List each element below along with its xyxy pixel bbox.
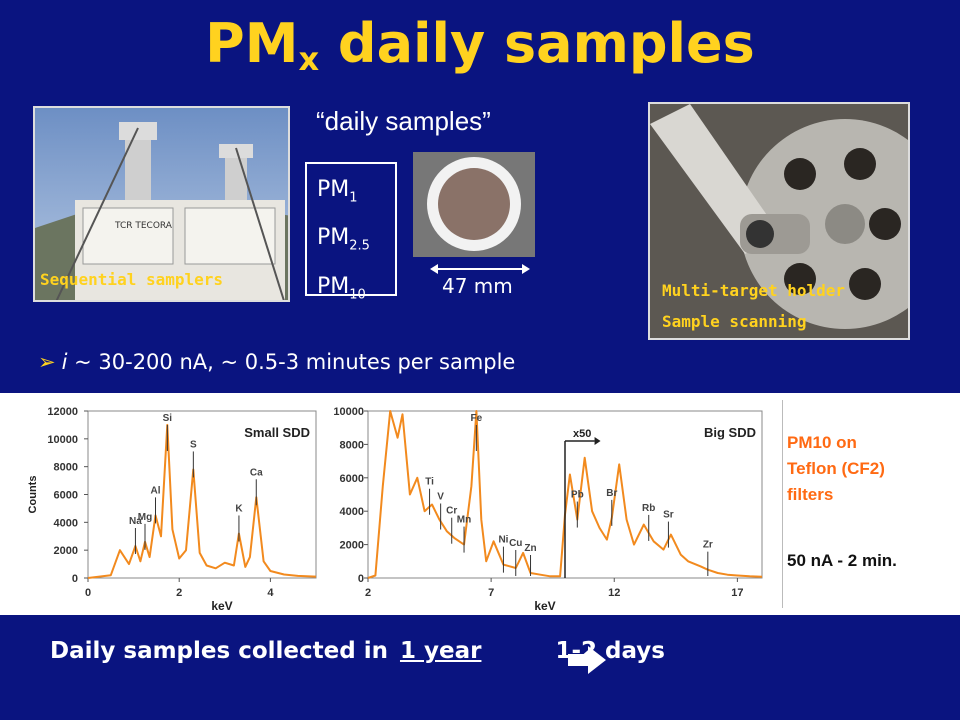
- pm10-teflon-label: PM10 on Teflon (CF2) filters: [787, 430, 885, 508]
- chart2-title: Big SDD: [704, 425, 756, 440]
- pm10-line3: filters: [787, 485, 834, 504]
- chart2-xtick-label: 7: [488, 587, 494, 599]
- chart2-xtick-label: 17: [731, 587, 743, 599]
- chart2-ytick-label: 8000: [340, 439, 364, 451]
- chart1-ytick-label: 6000: [54, 490, 78, 502]
- chart1-peak-label-na: Na: [129, 516, 142, 527]
- right-arrow-icon: [568, 646, 606, 674]
- chart2-x50-label: x50: [573, 428, 591, 440]
- sequential-samplers-photo: TCR TECORA: [33, 106, 290, 302]
- chart2-ytick-label: 0: [358, 573, 364, 585]
- bottom-prefix: Daily samples collected in: [50, 638, 388, 664]
- chart1-xtick-label: 4: [267, 587, 274, 599]
- chart2-spectrum-line: [367, 410, 763, 579]
- daily-samples-quote: “daily samples”: [316, 106, 491, 136]
- chart1-ytick-label: 8000: [54, 462, 78, 474]
- beam-conditions-text: ~ 30-200 nA, ~ 0.5-3 minutes per sample: [67, 350, 516, 374]
- chart2-peak-label-ni: Ni: [498, 535, 508, 546]
- title-rest: daily samples: [319, 12, 755, 75]
- chart2-ytick-label: 10000: [333, 406, 364, 418]
- pm10-line2: Teflon (CF2): [787, 459, 885, 478]
- slide-title: PMx daily samples: [0, 12, 960, 78]
- measurement-conditions: 50 nA - 2 min.: [787, 551, 897, 570]
- pm1-label: PM1: [317, 177, 358, 206]
- chart2-peak-label-v: V: [437, 491, 444, 502]
- chart1-ytick-label: 12000: [47, 406, 78, 418]
- chart2-peak-label-rb: Rb: [642, 503, 655, 514]
- chart2-peak-label-zr: Zr: [703, 540, 713, 551]
- pm-fractions-box: PM1 PM2.5 PM10: [305, 162, 397, 302]
- chart1-ytick-label: 0: [72, 573, 78, 585]
- chart2-peak-label-ti: Ti: [425, 477, 434, 488]
- bottom-statement: Daily samples collected in 1 year 1-2 day…: [50, 638, 665, 664]
- bottom-year: 1 year: [399, 638, 482, 664]
- pm10-line1: PM10 on: [787, 433, 857, 452]
- caption-sequential-samplers: Sequential samplers: [40, 270, 224, 289]
- caption-multi-target-holder: Multi-target holder: [662, 281, 846, 300]
- chart1-xtick-label: 0: [85, 587, 91, 599]
- chart1-peak-label-k: K: [235, 503, 243, 514]
- chart1-title: Small SDD: [244, 425, 310, 440]
- chart2-ytick-label: 6000: [340, 473, 364, 485]
- chart1-xlabel: keV: [211, 599, 232, 613]
- panel-divider: [782, 400, 783, 608]
- chart2-peak-label-sr: Sr: [663, 510, 674, 521]
- chart2-peak-label-cr: Cr: [446, 506, 457, 517]
- chart1-ytick-label: 10000: [47, 434, 78, 446]
- pm25-label: PM2.5: [317, 225, 370, 254]
- bullet-arrow-icon: ➢: [38, 350, 56, 374]
- chart1-xtick-label: 2: [176, 587, 182, 599]
- chart2-peak-label-cu: Cu: [509, 538, 522, 549]
- chart2-x50-arrowhead: [594, 437, 601, 445]
- chart1-peak-label-s: S: [190, 439, 197, 450]
- chart1-peak-label-mg: Mg: [138, 512, 152, 523]
- chart2-peak-label-fe: Fe: [471, 413, 483, 424]
- spectra-panel: 0 2000 4000 6000 8000 10000 12000 0 2 4 Na Mg Al Si S K…: [0, 393, 960, 615]
- chart1-ylabel: Counts: [27, 476, 39, 514]
- chart1-peak-label-si: Si: [163, 413, 173, 424]
- title-subscript: x: [298, 40, 320, 78]
- chart1-spectrum-line: [87, 423, 317, 579]
- chart2-peak-label-br: Br: [606, 488, 617, 499]
- chart2-xtick-label: 2: [365, 587, 371, 599]
- chart2-xtick-label: 12: [608, 587, 620, 599]
- current-symbol: i: [61, 350, 68, 374]
- svg-text:TCR TECORA: TCR TECORA: [114, 221, 173, 231]
- filter-photo: [413, 152, 535, 257]
- chart2-peak-label-pb: Pb: [571, 490, 584, 501]
- chart2-ytick-label: 2000: [340, 540, 364, 552]
- chart1-peak-label-al: Al: [150, 485, 160, 496]
- chart1-ytick-label: 4000: [54, 517, 78, 529]
- chart1-ytick-label: 2000: [54, 545, 78, 557]
- dimension-arrow-icon: [430, 264, 530, 274]
- chart1-peak-label-ca: Ca: [250, 467, 263, 478]
- pm10-label: PM10: [317, 273, 366, 303]
- chart2-xlabel: keV: [534, 599, 555, 613]
- multi-target-holder-photo: [648, 102, 910, 340]
- filter-size-label: 47 mm: [442, 274, 513, 298]
- beam-conditions-bullet: ➢ i ~ 30-200 nA, ~ 0.5-3 minutes per samp…: [38, 350, 515, 374]
- chart2-peak-label-mn: Mn: [457, 515, 471, 526]
- title-main: PM: [205, 12, 299, 75]
- chart2-peak-label-zn: Zn: [524, 543, 536, 554]
- chart2-ytick-label: 4000: [340, 506, 364, 518]
- caption-sample-scanning: Sample scanning: [662, 312, 807, 331]
